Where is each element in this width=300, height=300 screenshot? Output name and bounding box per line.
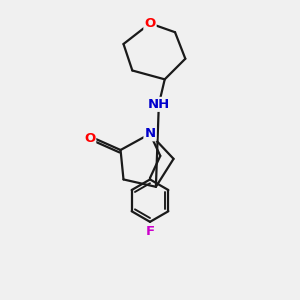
Text: F: F xyxy=(146,225,154,238)
Text: O: O xyxy=(144,17,156,30)
Text: NH: NH xyxy=(148,98,170,111)
Text: N: N xyxy=(144,127,156,140)
Text: O: O xyxy=(84,132,95,145)
